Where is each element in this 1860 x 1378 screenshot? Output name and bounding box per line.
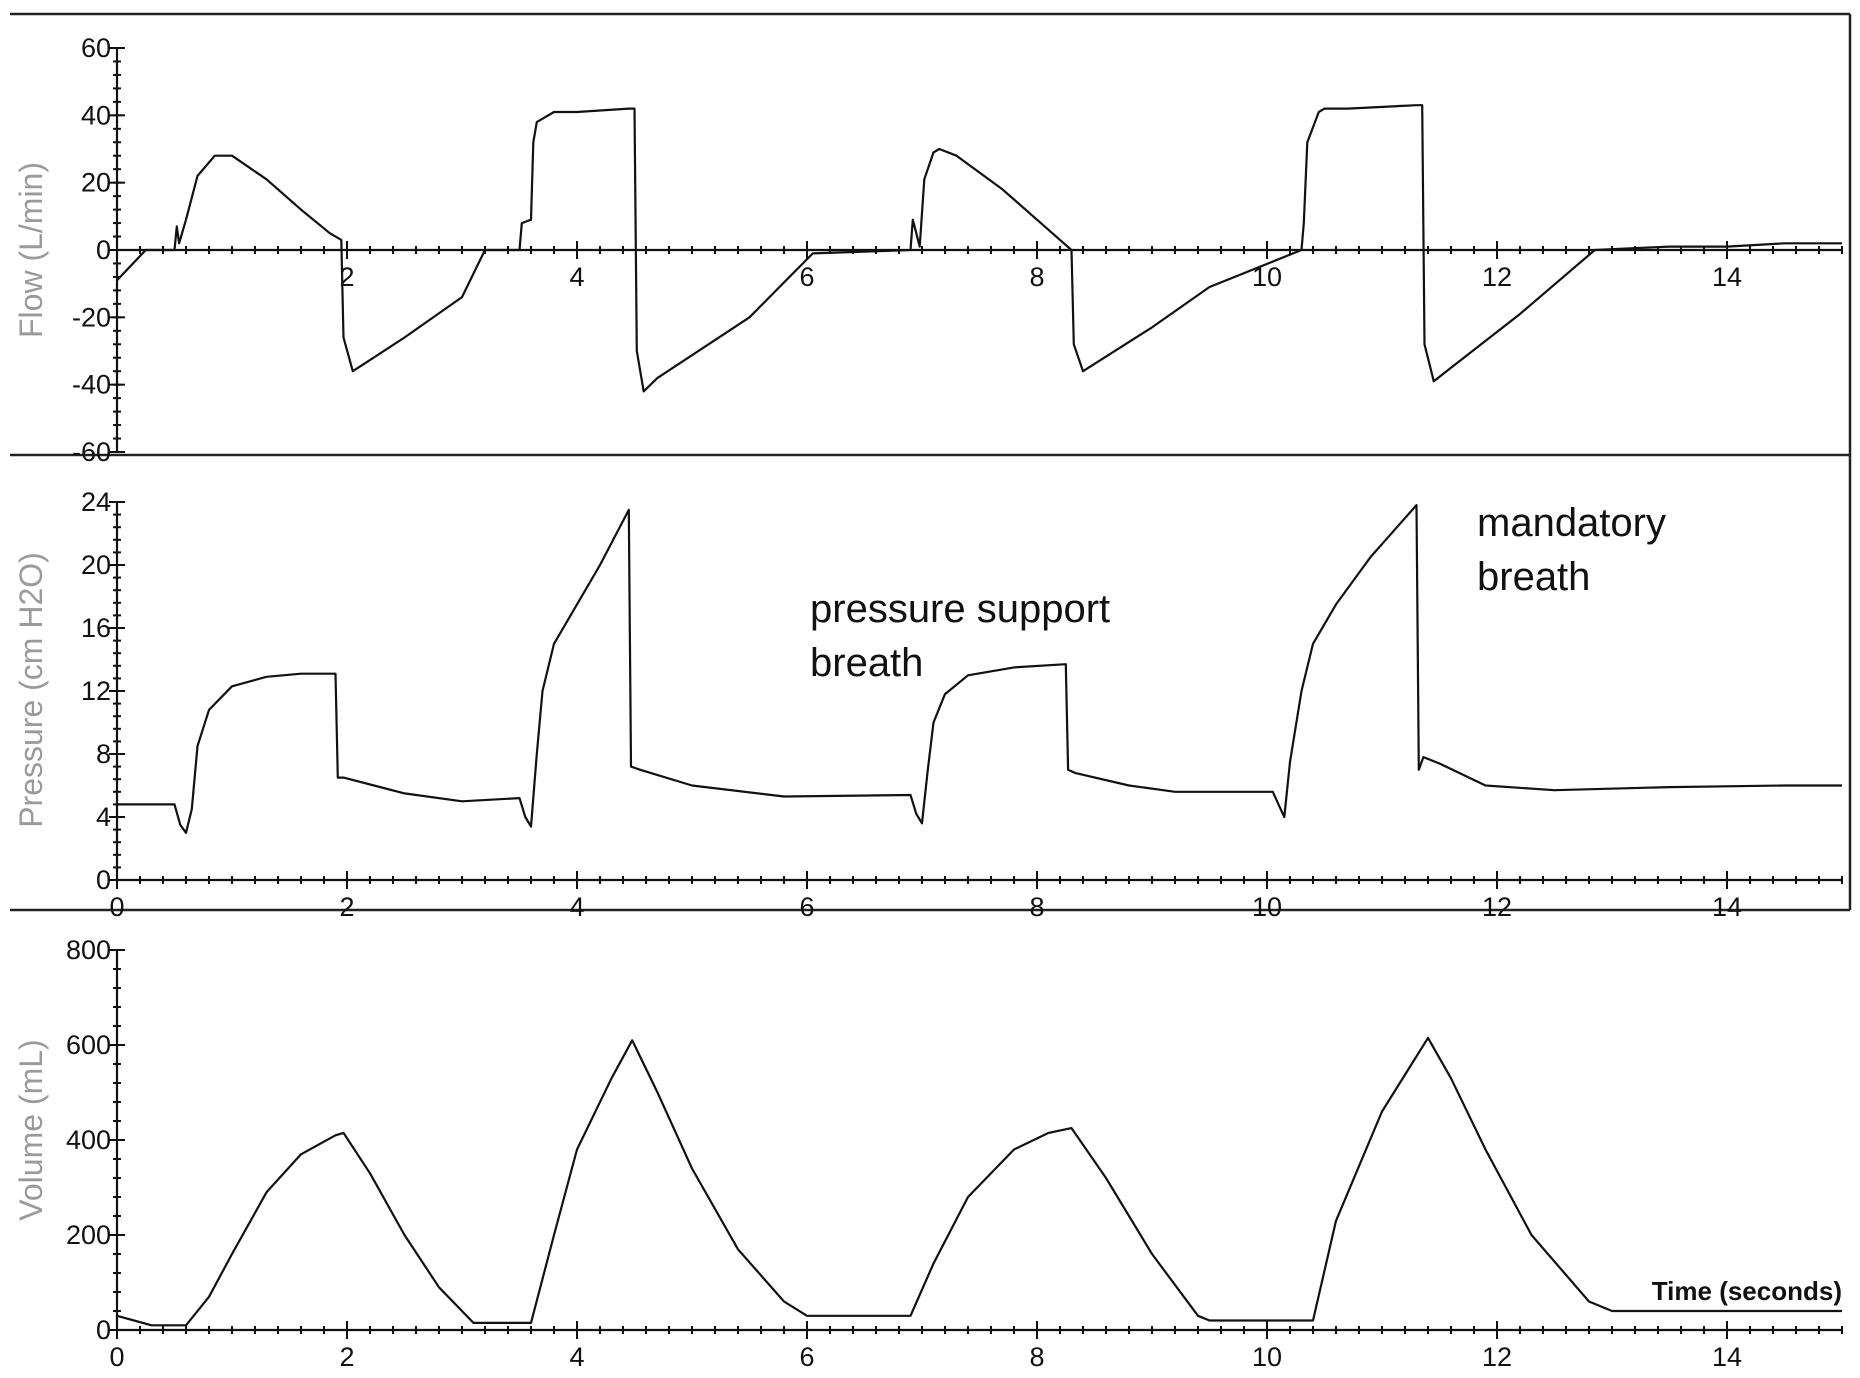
pressure-y-tick-label: 24 [81, 487, 111, 517]
flow-x-tick-label: 12 [1482, 262, 1512, 292]
pressure-y-axis-label: Pressure (cm H2O) [13, 552, 49, 828]
volume-y-tick-label: 800 [66, 935, 111, 965]
flow-y-axis-label: Flow (L/min) [13, 162, 49, 338]
panel-frames [10, 12, 1852, 912]
flow-x-tick-label: 8 [1029, 262, 1044, 292]
pressure-x-tick-label: 10 [1252, 892, 1282, 922]
volume-x-tick-label: 6 [799, 1342, 814, 1372]
volume-x-tick-label: 8 [1029, 1342, 1044, 1372]
flow-y-tick-label: 0 [96, 235, 111, 265]
pressure-series-line-0 [117, 504, 1842, 834]
volume-x-tick-label: 12 [1482, 1342, 1512, 1372]
volume-x-tick-label: 10 [1252, 1342, 1282, 1372]
pressure-x-tick-label: 6 [799, 892, 814, 922]
annotation-mandatory-line1: mandatory [1477, 501, 1666, 545]
volume-panel: 800 600 400 200 00 2 4 6 8 10 12 14 Volume (mL) [13, 935, 1843, 1372]
pressure-x-tick-label: 0 [109, 892, 124, 922]
flow-y-tick-label: -20 [72, 302, 111, 332]
pressure-x-tick-label: 14 [1712, 892, 1742, 922]
volume-x-tick-label: 14 [1712, 1342, 1742, 1372]
volume-x-tick-label: 4 [569, 1342, 584, 1372]
flow-y-tick-label: 40 [81, 100, 111, 130]
pressure-y-tick-label: 4 [96, 802, 111, 832]
pressure-y-tick-label: 20 [81, 550, 111, 580]
annotation-pressure-support: pressure support breath [810, 587, 1110, 685]
flow-x-tick-label: 14 [1712, 262, 1742, 292]
flow-x-tick-label: 10 [1252, 262, 1282, 292]
annotation-mandatory: mandatory breath [1477, 501, 1666, 599]
annotation-pressure-support-line2: breath [810, 641, 923, 685]
annotation-mandatory-line2: breath [1477, 555, 1590, 599]
pressure-y-tick-label: 8 [96, 739, 111, 769]
x-axis-label: Time (seconds) [1652, 1276, 1842, 1306]
annotation-pressure-support-line1: pressure support [810, 587, 1110, 631]
pressure-y-tick-label: 16 [81, 613, 111, 643]
flow-y-tick-label: 20 [81, 168, 111, 198]
volume-y-tick-label: 0 [96, 1315, 111, 1345]
pressure-x-tick-label: 4 [569, 892, 584, 922]
volume-x-tick-label: 2 [339, 1342, 354, 1372]
flow-x-tick-label: 6 [799, 262, 814, 292]
volume-x-tick-label: 0 [109, 1342, 124, 1372]
volume-series-line-0 [116, 1036, 1842, 1327]
flow-x-tick-label: 4 [569, 262, 584, 292]
flow-series-line-0 [116, 104, 1842, 393]
pressure-x-tick-label: 12 [1482, 892, 1512, 922]
flow-y-tick-label: -40 [72, 370, 111, 400]
flow-y-tick-label: -60 [72, 437, 111, 467]
flow-y-tick-label: 60 [81, 33, 111, 63]
pressure-y-tick-label: 12 [81, 676, 111, 706]
pressure-x-tick-label: 2 [339, 892, 354, 922]
volume-y-tick-label: 600 [66, 1030, 111, 1060]
volume-y-tick-label: 200 [66, 1220, 111, 1250]
pressure-y-tick-label: 0 [96, 865, 111, 895]
volume-y-axis-label: Volume (mL) [13, 1039, 49, 1220]
volume-y-tick-label: 400 [66, 1125, 111, 1155]
pressure-x-tick-label: 8 [1029, 892, 1044, 922]
